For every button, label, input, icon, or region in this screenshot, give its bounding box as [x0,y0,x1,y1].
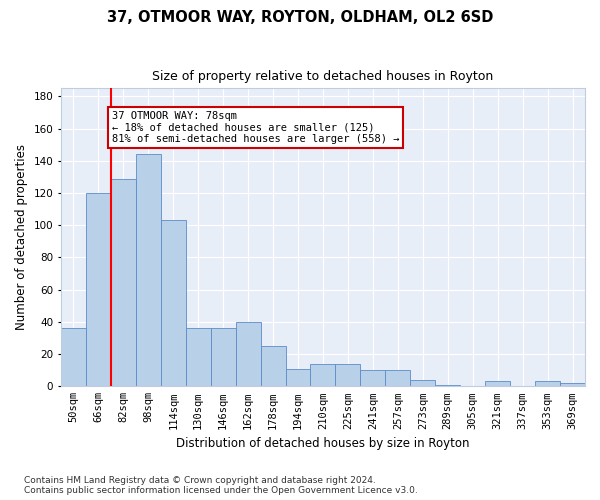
Bar [161,220,186,386]
Bar [385,370,410,386]
Bar [361,370,385,386]
Bar [260,346,286,387]
Bar [560,383,585,386]
Bar [410,380,435,386]
Bar [535,382,560,386]
Bar [236,322,260,386]
Title: Size of property relative to detached houses in Royton: Size of property relative to detached ho… [152,70,494,83]
Bar [335,364,361,386]
Bar [86,193,111,386]
Bar [136,154,161,386]
Text: Contains HM Land Registry data © Crown copyright and database right 2024.
Contai: Contains HM Land Registry data © Crown c… [24,476,418,495]
Bar [286,368,310,386]
X-axis label: Distribution of detached houses by size in Royton: Distribution of detached houses by size … [176,437,470,450]
Bar [61,328,86,386]
Bar [211,328,236,386]
Text: 37 OTMOOR WAY: 78sqm
← 18% of detached houses are smaller (125)
81% of semi-deta: 37 OTMOOR WAY: 78sqm ← 18% of detached h… [112,111,400,144]
Bar [435,384,460,386]
Bar [111,178,136,386]
Y-axis label: Number of detached properties: Number of detached properties [15,144,28,330]
Bar [485,382,510,386]
Bar [186,328,211,386]
Text: 37, OTMOOR WAY, ROYTON, OLDHAM, OL2 6SD: 37, OTMOOR WAY, ROYTON, OLDHAM, OL2 6SD [107,10,493,25]
Bar [310,364,335,386]
